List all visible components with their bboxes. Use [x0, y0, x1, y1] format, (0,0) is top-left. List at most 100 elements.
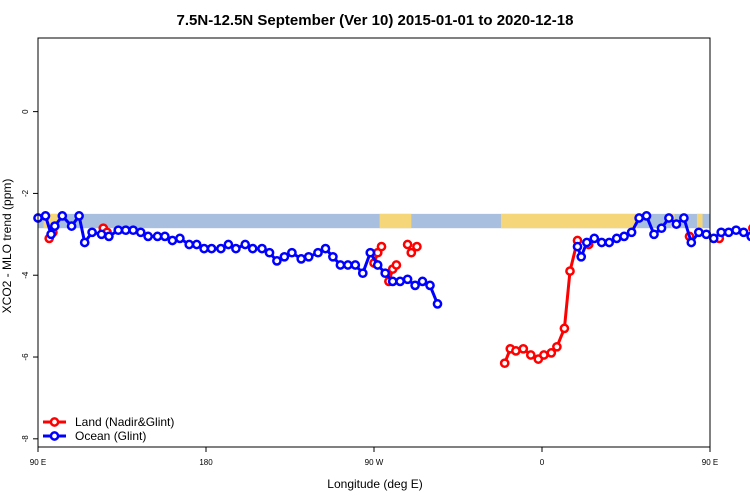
data-point	[365, 247, 376, 258]
data-point	[604, 237, 615, 248]
data-point	[104, 231, 114, 242]
data-point	[357, 268, 368, 279]
data-point	[40, 211, 51, 221]
data-point	[641, 211, 652, 221]
data-point	[686, 237, 697, 248]
data-point	[206, 243, 217, 254]
data-point	[664, 213, 674, 223]
data-point	[296, 254, 307, 264]
x-axis: 90 E 180 90 W 0 90 E	[30, 447, 718, 467]
data-point	[152, 231, 163, 242]
data-point	[634, 213, 644, 223]
legend-marker	[49, 417, 60, 427]
data-point	[425, 280, 435, 291]
data-point	[191, 239, 202, 250]
data-point	[96, 229, 107, 240]
legend-entry: Ocean (Glint)	[75, 429, 146, 443]
data-point	[525, 350, 536, 360]
land-patch	[379, 213, 412, 229]
data-point	[87, 227, 97, 238]
y-tick-label: -6	[21, 353, 30, 361]
data-point	[611, 233, 622, 244]
legend-marker	[49, 431, 60, 441]
data-point	[128, 225, 139, 236]
data-point	[350, 260, 361, 270]
data-point	[74, 211, 84, 221]
series-line	[503, 240, 579, 364]
y-tick-label: -4	[21, 271, 30, 279]
data-point	[708, 233, 719, 244]
x-axis-label: Longitude (deg E)	[327, 477, 422, 491]
data-point	[240, 239, 251, 250]
data-point	[576, 251, 587, 262]
data-point	[518, 343, 529, 354]
y-tick-label: -2	[21, 189, 30, 197]
data-point	[402, 239, 413, 250]
y-axis-label: XCO2 - MLO trend (ppm)	[0, 179, 14, 314]
data-point	[656, 223, 667, 234]
data-point	[135, 227, 146, 238]
data-point	[581, 237, 592, 248]
data-point	[120, 225, 131, 236]
data-point	[66, 221, 77, 231]
land-patch	[500, 213, 638, 229]
y-tick-label: 0	[21, 109, 30, 114]
data-point	[143, 231, 153, 242]
data-point	[247, 243, 258, 254]
data-point	[511, 346, 521, 356]
data-point	[257, 243, 267, 254]
y-tick-label: -8	[21, 435, 30, 443]
data-point	[279, 251, 290, 262]
data-point	[406, 247, 417, 258]
data-point	[539, 350, 549, 360]
data-point	[264, 247, 275, 258]
data-point	[671, 219, 682, 229]
data-point	[572, 241, 583, 252]
data-point	[716, 227, 727, 238]
legend: Land (Nadir&Glint)Ocean (Glint)	[43, 415, 174, 443]
data-point	[679, 213, 689, 223]
data-point	[343, 260, 353, 270]
data-point	[619, 231, 629, 242]
data-point	[387, 276, 398, 287]
data-point	[287, 247, 297, 258]
data-point	[723, 227, 734, 238]
data-point	[559, 323, 570, 334]
data-point	[160, 231, 170, 242]
data-point	[552, 341, 562, 352]
data-point	[649, 229, 659, 240]
land-sea-mask-band	[38, 213, 710, 229]
data-point	[175, 233, 185, 244]
data-point	[701, 229, 712, 240]
x-tick-label: 90 E	[30, 458, 46, 467]
data-point	[272, 256, 282, 266]
data-point	[231, 243, 241, 254]
x-tick-label: 90 E	[702, 458, 718, 467]
data-point	[395, 276, 405, 287]
data-point	[693, 227, 704, 238]
data-point	[412, 241, 422, 252]
legend-entry: Land (Nadir&Glint)	[75, 415, 174, 429]
data-point	[113, 225, 124, 236]
data-point	[546, 348, 557, 358]
data-point	[391, 260, 402, 270]
data-point	[626, 227, 637, 238]
chart-title: 7.5N-12.5N September (Ver 10) 2015-01-01…	[177, 12, 574, 29]
data-point	[372, 260, 383, 270]
data-point	[46, 229, 56, 240]
data-point	[184, 239, 195, 250]
data-point	[432, 299, 443, 309]
data-point	[402, 274, 413, 285]
data-point	[320, 243, 331, 254]
data-point	[565, 266, 575, 276]
data-point	[380, 268, 391, 279]
data-point	[376, 241, 387, 252]
x-tick-label: 0	[540, 458, 545, 467]
data-point	[49, 221, 60, 231]
data-point	[303, 251, 314, 262]
data-point	[216, 243, 226, 254]
data-point	[335, 260, 346, 270]
data-point	[167, 235, 178, 246]
data-point	[746, 231, 750, 242]
